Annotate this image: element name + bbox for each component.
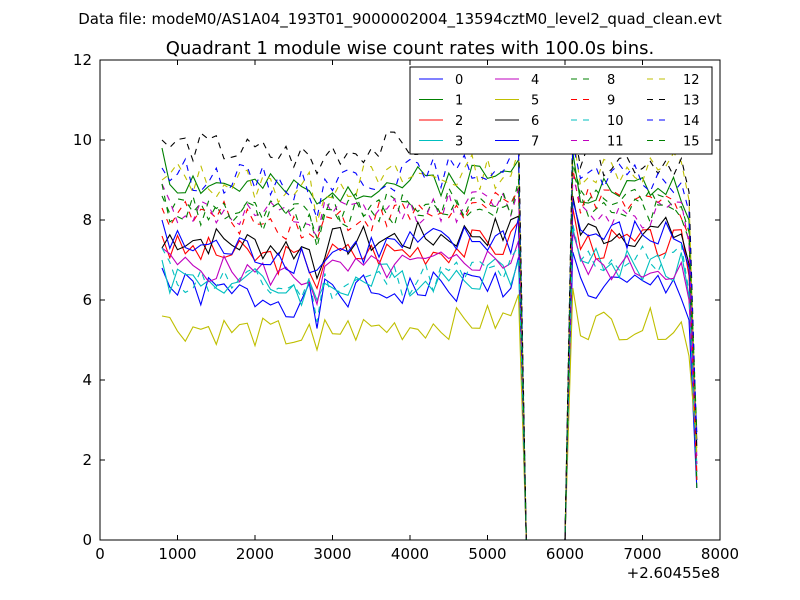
x-offset-label: +2.60455e8 — [627, 564, 720, 582]
series-line-7 — [161, 199, 698, 541]
series-line-6 — [161, 195, 698, 541]
series-line-10 — [161, 223, 698, 541]
series-line-0 — [161, 251, 698, 541]
legend-label-9: 9 — [607, 94, 615, 109]
series-line-12 — [161, 131, 698, 541]
legend-label-3: 3 — [455, 135, 463, 150]
suptitle: Data file: modeM0/AS1A04_193T01_90000020… — [78, 10, 722, 29]
axes-ticks: 0 1000 2000 3000 4000 5000 6000 7000 80000246810… — [73, 51, 739, 563]
series-line-11 — [161, 175, 698, 541]
legend-label-13: 13 — [683, 94, 700, 109]
legend-label-10: 10 — [607, 114, 624, 129]
x-tick-label: 5000 — [468, 545, 506, 563]
series-line-1 — [161, 147, 698, 541]
chart-title: Quadrant 1 module wise count rates with … — [166, 38, 655, 59]
x-tick-label: 2000 — [236, 545, 274, 563]
legend-label-12: 12 — [683, 73, 700, 88]
series-line-14 — [161, 143, 698, 541]
series-line-4 — [161, 231, 698, 541]
legend-label-0: 0 — [455, 73, 463, 88]
x-tick-label: 8000 — [701, 545, 739, 563]
y-tick-label: 4 — [82, 371, 92, 389]
legend-label-1: 1 — [455, 94, 463, 109]
legend-label-4: 4 — [531, 73, 539, 88]
legend-label-5: 5 — [531, 94, 539, 109]
y-tick-label: 6 — [82, 291, 92, 309]
x-tick-label: 7000 — [623, 545, 661, 563]
y-tick-label: 10 — [73, 131, 92, 149]
x-tick-label: 3000 — [313, 545, 351, 563]
legend-label-11: 11 — [607, 135, 624, 150]
series-line-2 — [161, 207, 698, 541]
series-line-8 — [161, 171, 698, 541]
x-tick-label: 1000 — [158, 545, 196, 563]
legend-label-7: 7 — [531, 135, 539, 150]
legend-label-2: 2 — [455, 114, 463, 129]
series-line-9 — [161, 167, 698, 541]
legend-label-15: 15 — [683, 135, 700, 150]
y-tick-label: 0 — [82, 531, 92, 549]
series-line-3 — [161, 227, 698, 541]
legend-label-8: 8 — [607, 73, 615, 88]
x-tick-label: 4000 — [391, 545, 429, 563]
series-line-15 — [161, 163, 698, 541]
y-tick-label: 12 — [73, 51, 92, 69]
legend-label-14: 14 — [683, 114, 700, 129]
y-tick-label: 2 — [82, 451, 92, 469]
legend-box — [409, 66, 713, 155]
y-tick-label: 8 — [82, 211, 92, 229]
x-tick-label: 0 — [95, 545, 105, 563]
series-line-5 — [161, 287, 698, 541]
legend-label-6: 6 — [531, 114, 539, 129]
x-tick-label: 6000 — [546, 545, 584, 563]
